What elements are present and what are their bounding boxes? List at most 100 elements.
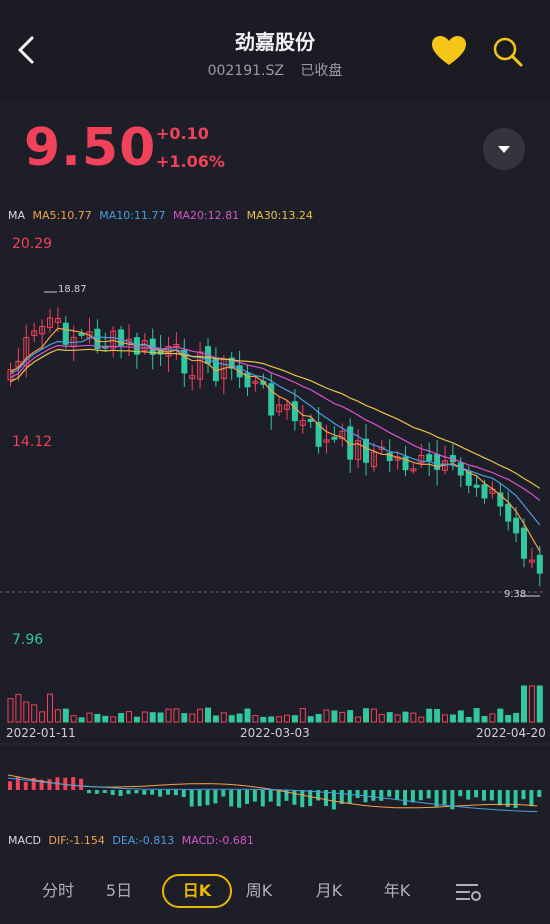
chart-settings-icon (456, 884, 481, 901)
macd-bar (173, 790, 178, 796)
stock-code: 002191.SZ (207, 63, 284, 79)
volume-bar (165, 708, 172, 723)
macd-bar (529, 790, 534, 807)
macd-bar (489, 790, 494, 801)
macd-bar (39, 779, 44, 790)
volume-bar (118, 712, 125, 723)
tab-intraday[interactable]: 分时 (41, 881, 74, 900)
macd-bar (426, 790, 431, 799)
chart-settings-button[interactable] (448, 874, 488, 908)
volume-bar (276, 716, 283, 723)
volume-bar (299, 708, 306, 723)
macd-bar (268, 790, 273, 802)
triangle-down-icon[interactable] (483, 128, 525, 170)
macd-bar (134, 790, 139, 794)
macd-bar (118, 790, 123, 796)
volume-bar (23, 701, 30, 723)
market-status: 已收盘 (300, 63, 343, 79)
back-button[interactable] (12, 30, 42, 70)
macd-bar (331, 790, 336, 810)
candle-body (426, 454, 433, 461)
candle-body (521, 527, 527, 559)
macd-bar (158, 790, 163, 797)
ma30-value: MA30:13.24 (246, 209, 313, 222)
volume-bar (157, 712, 164, 723)
macd-bar (102, 790, 107, 794)
page-title: 劲嘉股份 (235, 30, 315, 54)
tab-monthly-k[interactable]: 月K (315, 881, 343, 900)
candle-body (465, 471, 472, 486)
candle-body (291, 401, 298, 422)
macd-bar (284, 790, 289, 801)
macd-bar (15, 776, 20, 790)
volume-bar (94, 713, 101, 723)
volume-bar (363, 708, 369, 723)
search-icon (493, 37, 523, 67)
candle-body (410, 468, 417, 472)
volume-bar (497, 708, 504, 723)
macd-bar (537, 790, 542, 797)
current-price: 9.50 (24, 118, 157, 178)
candle-body (386, 452, 393, 462)
dea-value: DEA:-0.813 (112, 834, 175, 847)
candle-body (363, 438, 369, 463)
macd-bar (63, 777, 68, 790)
candle-body (497, 492, 504, 507)
candle-body (7, 369, 14, 381)
macd-value: MACD:-0.681 (181, 834, 254, 847)
candle-body (39, 326, 46, 335)
volume-bar (473, 708, 480, 723)
macd-bar (316, 790, 321, 801)
favorite-button[interactable] (430, 34, 468, 68)
volume-bar (181, 713, 188, 723)
date-label-start: 2022-01-11 (6, 726, 76, 740)
volume-bar (521, 685, 527, 723)
volume-bar (78, 717, 85, 723)
macd-bar (31, 777, 36, 790)
tab-yearly-k[interactable]: 年K (383, 881, 411, 900)
macd-bar (466, 790, 471, 800)
heart-icon (432, 36, 466, 65)
volume-bar (15, 694, 22, 723)
volume-bar (536, 685, 543, 723)
period-tabs: 分时 5日 日K 周K 月K 年K (0, 866, 550, 916)
ma20-value: MA20:12.81 (172, 209, 240, 222)
macd-bar (79, 778, 84, 790)
macd-bar (71, 777, 76, 790)
volume-bar (347, 710, 354, 723)
dif-value: DIF:-1.154 (48, 834, 105, 847)
candle-body (299, 419, 306, 426)
volume-bar (39, 711, 46, 723)
volume-bar (528, 685, 535, 723)
volume-bar (291, 715, 298, 723)
volume-bar (434, 709, 441, 723)
volume-bar (260, 716, 267, 723)
macd-bar (197, 790, 202, 807)
macd-bar (339, 790, 344, 804)
tab-weekly-k[interactable]: 周K (245, 881, 273, 900)
ma5-line (10, 327, 541, 552)
volume-bar (331, 710, 338, 723)
candle-body (528, 559, 535, 563)
candle-body (370, 451, 377, 468)
volume-bar (236, 713, 243, 723)
candle-body (284, 404, 290, 410)
candle-body (118, 329, 125, 346)
volume-bar (449, 714, 456, 723)
volume-bar (220, 712, 227, 723)
tab-daily-k[interactable]: 日K (162, 874, 232, 908)
volume-bar (268, 716, 275, 723)
search-button[interactable] (490, 34, 526, 70)
macd-label: MACD (8, 834, 41, 847)
macd-bar (379, 790, 384, 801)
peak-price-marker: 18.87 (58, 284, 87, 295)
tab-5day[interactable]: 5日 (105, 881, 133, 900)
ma10-value: MA10:11.77 (99, 209, 166, 222)
macd-bar (442, 790, 447, 805)
volume-bar (457, 710, 464, 723)
macd-bar (371, 790, 376, 801)
candle-body (173, 344, 180, 348)
candle-body (307, 418, 314, 422)
macd-legend: MACD DIF:-1.154 DEA:-0.813 MACD:-0.681 (8, 834, 258, 847)
